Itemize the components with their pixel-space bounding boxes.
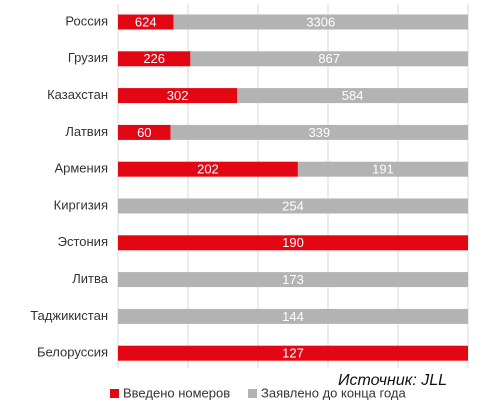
y-tick-label: Белоруссия [37,345,108,360]
data-label: 190 [282,235,304,250]
bar-segment [190,51,468,67]
y-tick-label: Киргизия [54,197,108,212]
bar-segment [118,14,174,30]
data-label: 144 [282,309,304,324]
legend-label: Введено номеров [123,385,230,400]
bar-segment [170,124,468,140]
bar-segment [118,88,238,104]
y-tick-label: Армения [54,161,108,176]
data-label: 226 [143,51,165,66]
data-label: 3306 [306,14,335,29]
data-label: 339 [308,125,330,140]
data-label: 191 [372,162,394,177]
y-tick-label: Россия [65,13,108,28]
bar-segment [118,345,468,361]
bar-segment [118,124,171,140]
data-label: 302 [167,88,189,103]
bar-segment [173,14,469,30]
bar-segment [297,161,468,177]
y-tick-label: Латвия [65,124,108,139]
y-tick-label: Эстония [58,234,108,249]
data-label: 173 [282,272,304,287]
bar-segment [118,161,298,177]
bar-segment [118,51,191,67]
y-tick-label: Литва [72,271,109,286]
data-label: 60 [137,125,151,140]
bar-segment [237,88,468,104]
legend-swatch [110,389,119,398]
bar-segment [118,198,468,214]
bar-segment [118,272,468,288]
data-label: 867 [318,51,340,66]
legend-label: Заявлено до конца года [261,385,407,400]
data-label: 624 [135,14,157,29]
source-note: Источник: JLL [338,372,447,389]
data-label: 254 [282,198,304,213]
y-tick-label: Грузия [68,50,108,65]
bar-segment [118,308,468,324]
data-label: 202 [197,162,219,177]
data-label: 127 [282,346,304,361]
legend-swatch [248,389,257,398]
y-tick-label: Казахстан [47,87,108,102]
y-tick-label: Таджикистан [30,308,108,323]
data-label: 584 [342,88,364,103]
bar-segment [118,235,468,251]
